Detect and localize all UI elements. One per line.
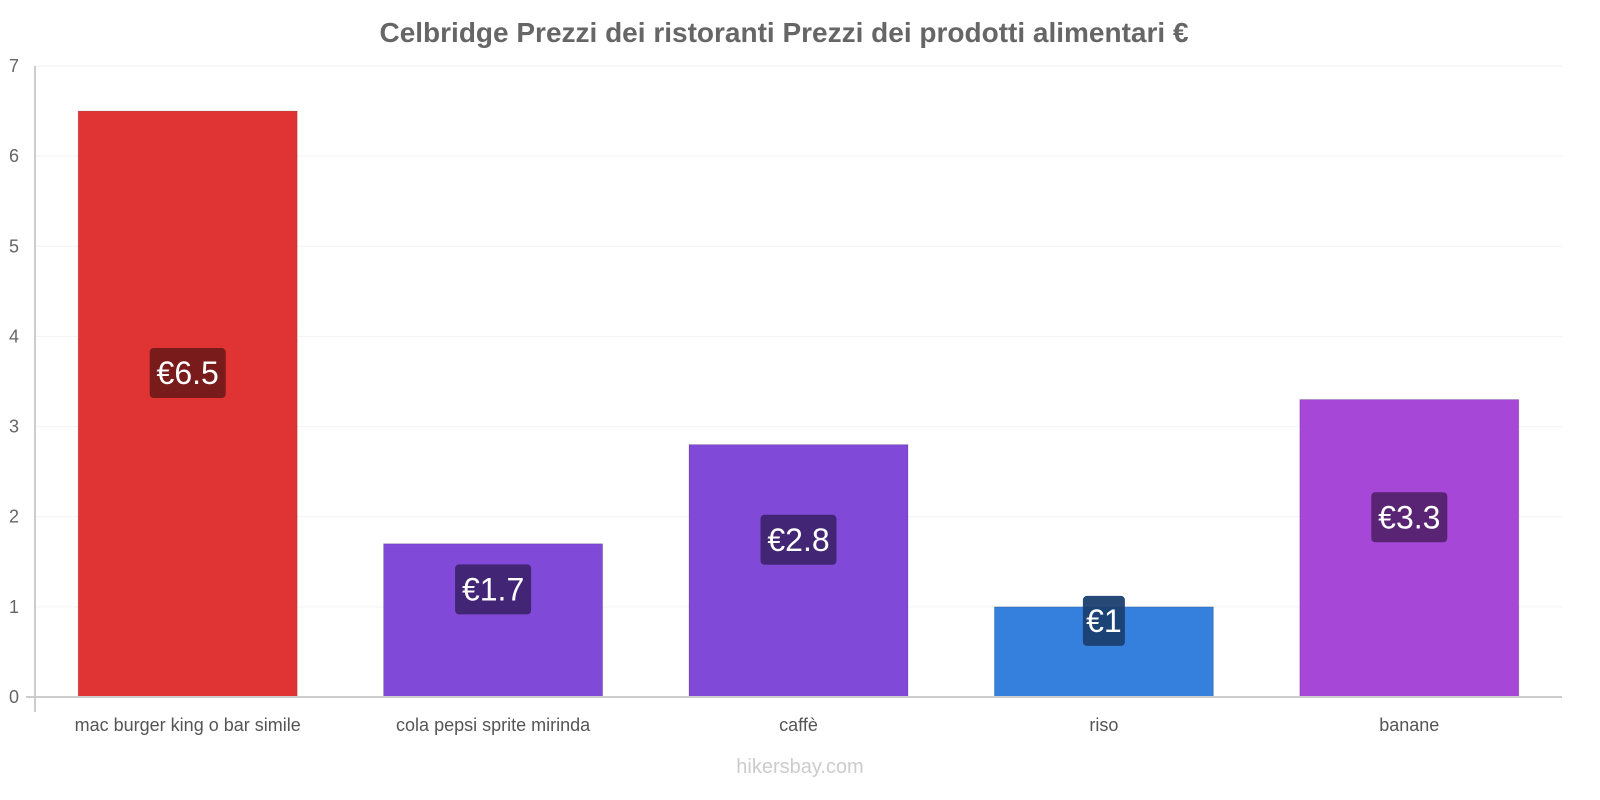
y-tick-label: 4 (9, 326, 19, 346)
value-label-bg (1082, 595, 1125, 646)
bar (688, 444, 909, 698)
value-label-bg (455, 564, 532, 615)
bar (1299, 399, 1520, 698)
bar (77, 110, 298, 698)
x-tick-label: cola pepsi sprite mirinda (396, 715, 591, 735)
x-tick-label: mac burger king o bar simile (75, 715, 301, 735)
value-label-bg (1371, 492, 1448, 543)
value-label-bg (149, 348, 226, 399)
y-tick-label: 0 (9, 687, 19, 707)
watermark: hikersbay.com (736, 756, 863, 778)
value-label: €6.5 (157, 355, 219, 391)
x-tick-label: banane (1379, 715, 1439, 735)
y-tick-label: 7 (9, 56, 19, 76)
value-label: €1 (1086, 603, 1122, 639)
y-tick-label: 6 (9, 146, 19, 166)
x-tick-label: caffè (779, 715, 818, 735)
value-label: €1.7 (462, 571, 524, 607)
value-label: €2.8 (767, 522, 829, 558)
y-tick-label: 1 (9, 597, 19, 617)
chart-title: Celbridge Prezzi dei ristoranti Prezzi d… (379, 17, 1188, 48)
value-label: €3.3 (1378, 499, 1440, 535)
y-tick-label: 3 (9, 417, 19, 437)
y-tick-label: 2 (9, 507, 19, 527)
y-tick-label: 5 (9, 236, 19, 256)
x-tick-label: riso (1089, 715, 1118, 735)
value-label-bg (760, 514, 837, 565)
